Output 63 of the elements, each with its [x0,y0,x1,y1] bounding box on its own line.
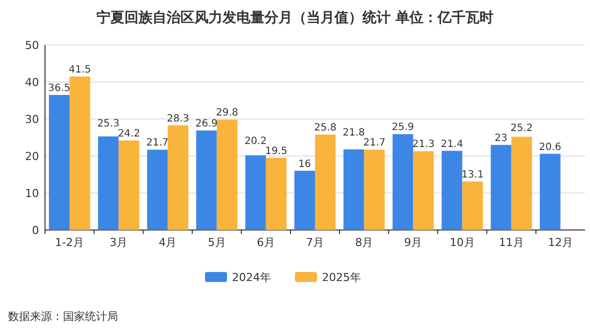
legend-label: 2025年 [322,271,361,284]
data-label: 25.3 [97,118,120,130]
bar [511,136,532,230]
y-tick-label: 30 [25,113,39,126]
bar [266,158,287,230]
bar [98,136,119,230]
x-tick-label: 9月 [404,236,422,249]
bar [490,144,512,230]
bar [48,94,70,230]
data-label: 20.2 [244,136,267,147]
data-label: 20.6 [539,142,562,153]
data-label: 25.2 [510,122,533,134]
bar [245,155,266,230]
x-tick-label: 4月 [158,236,177,249]
data-label: 21.7 [363,138,386,149]
data-label: 21.7 [146,138,169,149]
source-note: 数据来源：国家统计局 [8,310,118,323]
y-tick-label: 50 [25,39,39,52]
x-tick-label: 10月 [450,236,475,249]
data-label: 16 [298,158,312,170]
data-label: 21.4 [440,138,464,150]
bar [118,140,140,230]
x-tick-label: 7月 [306,236,324,249]
bar [343,149,364,230]
bar [540,154,560,230]
bar [392,134,414,230]
data-label: 25.8 [314,122,336,134]
legend-label: 2024年 [232,271,271,284]
x-tick-label: 3月 [110,236,128,249]
data-label: 26.9 [195,118,218,130]
data-label: 28.3 [166,113,190,124]
y-tick-label: 20 [25,150,39,163]
data-label: 19.5 [265,146,288,157]
data-label: 29.8 [216,108,238,119]
bar [462,182,483,230]
data-label: 25.9 [392,122,414,134]
bar [364,150,385,230]
bar [70,76,90,230]
bar [168,125,188,230]
bar [216,120,238,230]
data-label: 21.8 [342,128,365,139]
bar [294,170,315,230]
bar [442,150,462,230]
x-tick-label: 5月 [208,236,226,249]
bar [315,134,336,230]
data-label: 36.5 [48,82,70,94]
x-tick-label: 6月 [256,236,275,249]
x-tick-label: 12月 [548,236,573,249]
data-label: 23 [494,132,508,144]
x-tick-label: 11月 [498,236,524,249]
data-label: 24.2 [118,128,140,140]
y-tick-label: 10 [25,187,39,200]
data-label: 13.1 [461,170,484,181]
y-tick-label: 0 [32,224,39,237]
y-tick-label: 40 [25,76,39,89]
x-tick-label: 8月 [355,236,374,249]
data-label: 21.3 [412,139,435,150]
bar [196,130,217,230]
bar [413,151,434,230]
x-tick-label: 1-2月 [55,236,84,249]
chart-title: 宁夏回族自治区风力发电量分月（当月值）统计 单位：亿千瓦时 [96,9,494,26]
data-label: 41.5 [68,64,91,76]
bar [147,150,168,230]
